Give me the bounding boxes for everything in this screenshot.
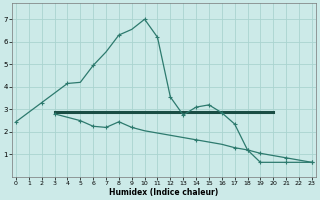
- X-axis label: Humidex (Indice chaleur): Humidex (Indice chaleur): [109, 188, 219, 197]
